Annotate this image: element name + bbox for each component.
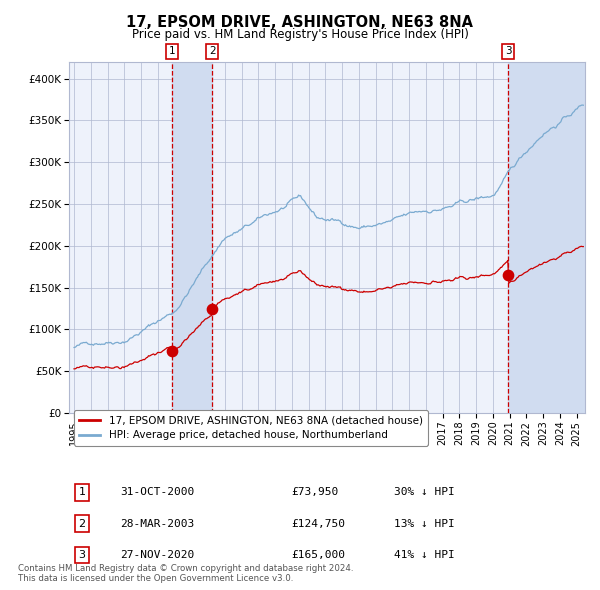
- Text: 17, EPSOM DRIVE, ASHINGTON, NE63 8NA: 17, EPSOM DRIVE, ASHINGTON, NE63 8NA: [127, 15, 473, 30]
- Point: [503, 270, 513, 280]
- Text: 3: 3: [79, 550, 85, 560]
- Text: 13% ↓ HPI: 13% ↓ HPI: [394, 519, 455, 529]
- Point: [167, 346, 176, 356]
- Text: £124,750: £124,750: [291, 519, 345, 529]
- Point: [207, 304, 217, 313]
- Text: 28-MAR-2003: 28-MAR-2003: [121, 519, 195, 529]
- Text: 1: 1: [169, 47, 175, 57]
- Text: £73,950: £73,950: [291, 487, 338, 497]
- Text: Price paid vs. HM Land Registry's House Price Index (HPI): Price paid vs. HM Land Registry's House …: [131, 28, 469, 41]
- Bar: [508, 62, 585, 413]
- Text: 30% ↓ HPI: 30% ↓ HPI: [394, 487, 455, 497]
- Bar: [172, 62, 212, 413]
- Text: 2: 2: [79, 519, 85, 529]
- Text: 1: 1: [79, 487, 85, 497]
- Text: This data is licensed under the Open Government Licence v3.0.: This data is licensed under the Open Gov…: [18, 574, 293, 583]
- Text: 27-NOV-2020: 27-NOV-2020: [121, 550, 195, 560]
- Text: 2: 2: [209, 47, 215, 57]
- Text: 41% ↓ HPI: 41% ↓ HPI: [394, 550, 455, 560]
- Text: £165,000: £165,000: [291, 550, 345, 560]
- Text: 3: 3: [505, 47, 511, 57]
- Legend: 17, EPSOM DRIVE, ASHINGTON, NE63 8NA (detached house), HPI: Average price, detac: 17, EPSOM DRIVE, ASHINGTON, NE63 8NA (de…: [74, 410, 428, 445]
- Text: Contains HM Land Registry data © Crown copyright and database right 2024.: Contains HM Land Registry data © Crown c…: [18, 565, 353, 573]
- Text: 31-OCT-2000: 31-OCT-2000: [121, 487, 195, 497]
